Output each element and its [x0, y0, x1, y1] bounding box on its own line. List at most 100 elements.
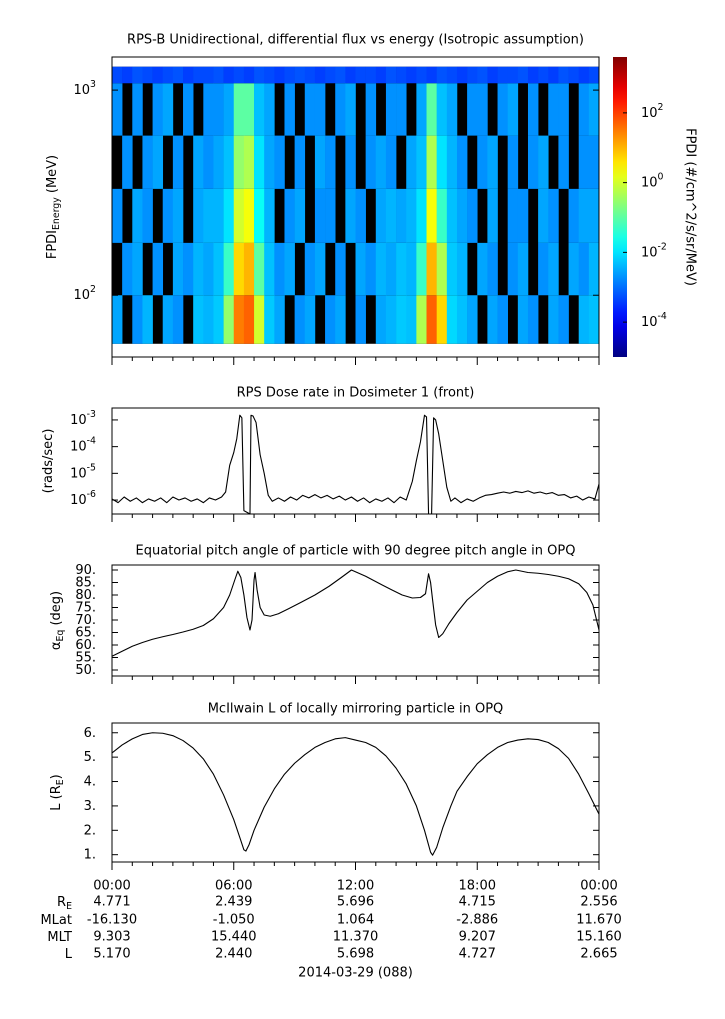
heatmap-cell [426, 242, 437, 296]
heatmap-cell [223, 135, 235, 189]
heatmap-cell [314, 188, 326, 243]
x-tick-label: 00:00 [580, 879, 617, 894]
heatmap-cell [385, 135, 397, 189]
heatmap-cell [213, 242, 224, 296]
heatmap-cell [203, 66, 214, 84]
ephemeris-value: 2.556 [580, 895, 617, 910]
heatmap-cell [254, 135, 265, 189]
heatmap-cell [406, 295, 417, 344]
heatmap-cell [436, 135, 448, 189]
y-axis-label: FPDIEnergy (MeV) [45, 155, 62, 259]
heatmap-cell [477, 135, 488, 189]
heatmap-cell [578, 242, 590, 296]
heatmap-cell [213, 66, 224, 84]
heatmap-cell [112, 83, 123, 136]
heatmap-cell [527, 295, 539, 344]
heatmap-cell [294, 188, 306, 243]
y-tick-label: 55. [75, 650, 96, 665]
heatmap-cell [243, 135, 255, 189]
y-tick-label: 10-4 [70, 435, 96, 454]
heatmap-cell [284, 66, 295, 84]
heatmap-cell [467, 66, 478, 84]
heatmap-cell [507, 188, 519, 243]
ephemeris-value: 5.696 [337, 895, 374, 910]
heatmap-cell [233, 135, 245, 189]
heatmap-cell [527, 83, 539, 136]
heatmap-cell [426, 83, 437, 136]
heatmap-cell [538, 242, 549, 296]
heatmap-cell [568, 242, 580, 296]
heatmap-cell [548, 242, 559, 296]
heatmap-cell [385, 242, 397, 296]
heatmap-cell [325, 295, 336, 344]
ephemeris-value: 11.670 [576, 913, 622, 928]
heatmap-cell [355, 188, 366, 243]
heatmap-cell [203, 188, 214, 243]
heatmap-cell [314, 135, 326, 189]
heatmap-cell [385, 83, 397, 136]
heatmap-cell [203, 135, 214, 189]
ephemeris-value: 4.715 [459, 895, 496, 910]
heatmap-cell [548, 295, 559, 344]
heatmap-cell [294, 295, 306, 344]
heatmap-cell [487, 295, 498, 344]
heatmap-cell [375, 135, 387, 189]
heatmap-cell [365, 135, 377, 189]
heatmap-cell [477, 83, 488, 136]
heatmap-cell [365, 83, 377, 136]
colorbar-tick-label: 10-2 [641, 241, 667, 260]
heatmap-cell [365, 242, 377, 296]
heatmap-cell [304, 83, 316, 136]
ephemeris-value: 2.440 [215, 947, 252, 962]
colorbar-label: FPDI (#/cm^2/s/sr/MeV) [683, 128, 698, 286]
heatmap-cell [507, 83, 519, 136]
heatmap-cell [294, 135, 306, 189]
heatmap-cell [446, 135, 458, 189]
heatmap-cell [132, 295, 143, 344]
heatmap-cell [507, 242, 519, 296]
heatmap-cell [446, 242, 458, 296]
y-tick-label: 10-5 [70, 462, 96, 481]
heatmap-cell [426, 188, 437, 243]
heatmap-cell [588, 66, 600, 84]
heatmap-cell [274, 66, 285, 84]
data-line [111, 569, 600, 657]
heatmap-cell [112, 295, 123, 344]
heatmap-cell [578, 66, 590, 84]
heatmap-cell [335, 295, 346, 344]
heatmap-cell [284, 242, 295, 296]
heatmap-cell [507, 66, 519, 84]
heatmap-cell [142, 295, 153, 344]
heatmap-cell [345, 188, 356, 243]
heatmap-cell [193, 66, 204, 84]
heatmap-cell [345, 66, 356, 84]
colorbar-tick-label: 102 [641, 101, 664, 120]
heatmap-cell [112, 66, 123, 84]
heatmap-cell [335, 83, 346, 136]
heatmap-cell [335, 242, 346, 296]
heatmap-cell [122, 242, 133, 296]
plot-frame [111, 564, 600, 677]
heatmap-cell [436, 242, 448, 296]
heatmap-cell [162, 83, 174, 136]
ephemeris-value: 15.160 [576, 930, 622, 945]
ephemeris-label: L [65, 947, 73, 962]
y-tick-label: 102 [74, 284, 97, 303]
heatmap-cell [243, 295, 255, 344]
heatmap-cell [385, 66, 397, 84]
heatmap-cell [243, 83, 255, 136]
heatmap-cell [345, 83, 356, 136]
heatmap-cell [588, 242, 600, 296]
heatmap-cell [385, 295, 397, 344]
heatmap-cell [375, 188, 387, 243]
heatmap-cell [568, 66, 580, 84]
ephemeris-value: -1.050 [213, 913, 255, 928]
y-tick-label: 5. [84, 750, 96, 765]
heatmap-cell [213, 295, 224, 344]
heatmap-cell [446, 66, 458, 84]
heatmap-cell [538, 188, 549, 243]
heatmap-cell [314, 66, 326, 84]
heatmap-cell [406, 66, 417, 84]
y-tick-label: 70. [75, 613, 96, 628]
